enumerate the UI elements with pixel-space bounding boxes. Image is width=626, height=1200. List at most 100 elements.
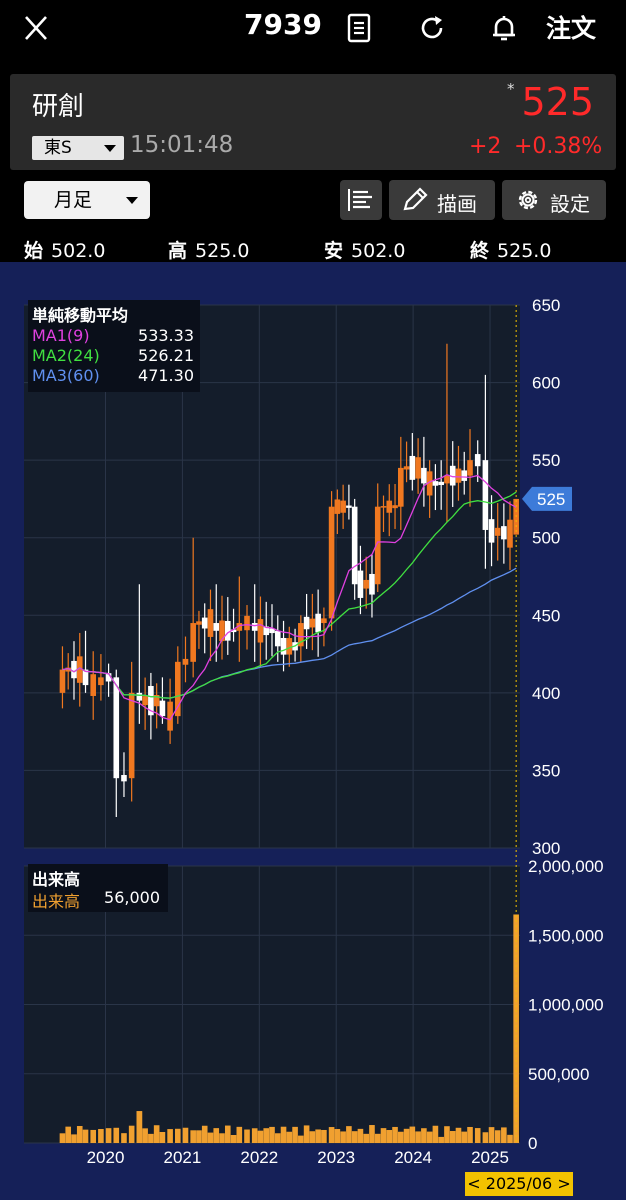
volume-bar: [274, 1133, 281, 1143]
ma-legend-title: 単純移動平均: [32, 306, 129, 325]
candle-body: [398, 467, 404, 507]
candle-body: [244, 615, 250, 631]
indicator-button[interactable]: [340, 180, 382, 220]
candle-body: [363, 579, 370, 589]
candle-body: [90, 674, 97, 696]
indicator-list-icon: [348, 189, 372, 211]
ma1-line: [62, 473, 517, 721]
candle-body: [409, 455, 416, 480]
volume-bar: [488, 1127, 495, 1143]
candle-body: [182, 658, 189, 665]
volume-bars-group: [59, 914, 519, 1143]
volume-bar: [98, 1129, 104, 1143]
candle-body: [219, 620, 225, 642]
candle-body: [467, 460, 473, 476]
candle-body: [488, 519, 495, 543]
volume-bar: [392, 1126, 398, 1143]
volume-bar: [244, 1129, 250, 1143]
volume-spike-bar: [513, 914, 519, 1143]
bell-icon[interactable]: [488, 12, 520, 44]
volume-bar: [321, 1129, 327, 1143]
volume-tick-label: 500,000: [528, 1065, 589, 1084]
volume-bar: [230, 1134, 237, 1143]
document-icon[interactable]: [343, 12, 375, 44]
candle-body: [236, 623, 243, 631]
candle-body: [153, 694, 160, 707]
volume-label: 出来高: [32, 892, 81, 911]
volume-bar: [207, 1132, 214, 1143]
cursor-date-tag[interactable]: < 2025/06 >: [465, 1172, 573, 1196]
volume-bar: [363, 1133, 370, 1143]
volume-bar: [105, 1128, 112, 1143]
volume-tick-label: 0: [528, 1134, 537, 1153]
candle-body: [309, 618, 316, 628]
volume-tick-label: 2,000,000: [528, 857, 604, 876]
candle-body: [196, 621, 202, 625]
volume-bar: [409, 1126, 416, 1143]
volume-legend-title: 出来高: [32, 870, 81, 889]
volume-bar: [334, 1129, 341, 1143]
candle-body: [432, 481, 439, 486]
settings-button[interactable]: 設定: [502, 180, 606, 220]
volume-bar: [386, 1130, 393, 1143]
candle-body: [482, 460, 489, 530]
period-label: 月足: [54, 189, 93, 211]
price-marker: *: [507, 80, 515, 98]
price-panel: [24, 305, 520, 848]
volume-bar: [501, 1127, 507, 1143]
candle-body: [315, 613, 321, 633]
price-tick-label: 300: [532, 839, 560, 858]
price-tick-label: 500: [532, 529, 560, 548]
volume-bar: [298, 1135, 304, 1143]
candle-body: [303, 616, 310, 630]
volume-bar: [421, 1128, 427, 1143]
volume-legend: 出来高 出来高 56,000: [28, 864, 168, 912]
candle-body: [142, 696, 148, 706]
stock-name: 研創: [32, 92, 85, 122]
candle-body: [461, 470, 468, 481]
candle-body: [128, 692, 135, 779]
candle-body: [374, 506, 381, 585]
volume-bar: [190, 1130, 196, 1143]
stock-chart[interactable]: 300 350 400 450 500 550 600 650 0 500,000 1,000,00…: [0, 262, 626, 1200]
volume-bar: [128, 1125, 135, 1143]
period-select[interactable]: 月足: [24, 181, 150, 219]
candle-body: [438, 481, 444, 486]
candle-body: [263, 626, 270, 636]
volume-bar: [507, 1134, 513, 1143]
close-icon[interactable]: [18, 12, 54, 44]
refresh-icon[interactable]: [416, 12, 448, 44]
volume-bar: [303, 1125, 310, 1143]
candle-body: [501, 526, 507, 540]
candle-body: [274, 630, 281, 647]
volume-spike-bar: [136, 1111, 143, 1143]
candle-body: [71, 660, 77, 679]
ma1-label: MA1(9): [32, 326, 90, 345]
chevron-down-icon: [104, 145, 116, 152]
year-tick-label: 2022: [240, 1148, 278, 1167]
candle-body: [340, 500, 346, 513]
candle-body: [380, 506, 387, 508]
settings-label: 設定: [550, 192, 590, 216]
order-button[interactable]: 注文: [546, 14, 597, 43]
volume-bar: [76, 1126, 83, 1143]
volume-bar: [148, 1133, 154, 1143]
market-select[interactable]: 東S: [32, 136, 124, 160]
volume-bar: [380, 1128, 387, 1143]
candle-body: [328, 506, 335, 619]
candle-body: [455, 468, 462, 483]
candle-body: [403, 466, 410, 470]
volume-bar: [432, 1125, 439, 1143]
volume-bar: [182, 1127, 189, 1143]
volume-bar: [65, 1126, 72, 1143]
ma3-label: MA3(60): [32, 366, 100, 385]
volume-bar: [482, 1132, 489, 1143]
volume-bar: [201, 1125, 208, 1143]
volume-bar: [292, 1126, 298, 1143]
volume-bar: [257, 1130, 264, 1143]
volume-bar: [280, 1126, 287, 1143]
draw-button[interactable]: 描画: [389, 180, 495, 220]
year-tick-label: 2025: [471, 1148, 509, 1167]
volume-bar: [90, 1129, 97, 1143]
volume-bar: [213, 1128, 220, 1143]
